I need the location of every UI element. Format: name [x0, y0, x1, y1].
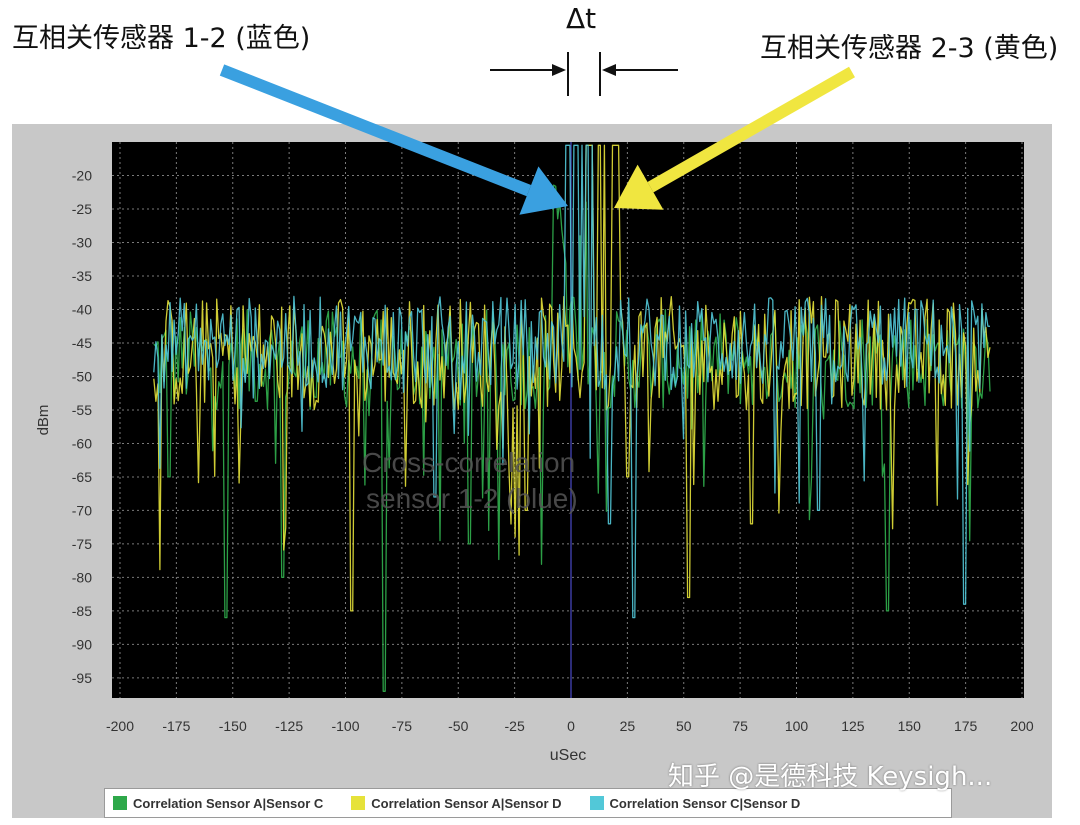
legend-label-a-d: Correlation Sensor A|Sensor D	[371, 795, 562, 811]
y-tick-label: -45	[72, 335, 92, 351]
x-tick-label: -100	[331, 718, 359, 734]
y-tick-label: -20	[72, 167, 92, 183]
y-tick-label: -40	[72, 301, 92, 317]
series-line-3	[153, 144, 991, 619]
y-tick-label: -30	[72, 234, 92, 250]
y-tick-label: -95	[72, 670, 92, 686]
x-axis-label: uSec	[550, 747, 586, 764]
delta-t-marker	[490, 52, 678, 96]
y-ticks: -20 -25 -30 -35 -40 -45 -50 -55 -60 -65 -70 -75 -80 -…	[72, 167, 92, 685]
x-tick-label: 25	[620, 718, 636, 734]
legend: Correlation Sensor A|Sensor C Correlatio…	[104, 788, 952, 818]
x-tick-label: -175	[162, 718, 190, 734]
x-tick-label: 100	[785, 718, 809, 734]
grid	[112, 142, 1024, 698]
legend-item-a-c: Correlation Sensor A|Sensor C	[113, 796, 323, 811]
y-tick-label: -50	[72, 368, 92, 384]
x-tick-label: 125	[841, 718, 865, 734]
y-tick-label: -25	[72, 201, 92, 217]
yellow-arrow	[614, 66, 855, 210]
y-axis-label: dBm	[35, 405, 52, 436]
y-tick-label: -70	[72, 502, 92, 518]
x-tick-label: 150	[898, 718, 922, 734]
x-tick-label: -50	[448, 718, 468, 734]
annotation-sensor-2-3: 互相关传感器 2-3 (黄色)	[760, 33, 1059, 64]
x-tick-label: -150	[219, 718, 247, 734]
overlay-text-line-2: sensor 1-2 (blue)	[366, 483, 578, 514]
y-tick-label: -90	[72, 636, 92, 652]
blue-arrow	[219, 64, 568, 215]
x-tick-label: -125	[275, 718, 303, 734]
x-tick-label: 50	[676, 718, 692, 734]
legend-label-c-d: Correlation Sensor C|Sensor D	[609, 795, 801, 811]
legend-item-c-d: Correlation Sensor C|Sensor D	[589, 795, 801, 811]
overlay-text-line-1: Cross-correlation	[362, 447, 575, 478]
x-tick-label: -75	[392, 718, 412, 734]
plot-area	[112, 142, 1024, 698]
legend-swatch-green	[113, 796, 127, 810]
y-tick-label: -55	[72, 402, 92, 418]
y-tick-label: -65	[72, 469, 92, 485]
y-tick-label: -80	[72, 569, 92, 585]
annotation-delta-t: Δt	[566, 2, 597, 35]
x-tick-label: -200	[106, 718, 134, 734]
legend-swatch-yellow	[351, 796, 366, 810]
x-tick-label: -25	[505, 718, 525, 734]
watermark: 知乎 @是德科技 Keysigh...	[668, 762, 993, 792]
legend-swatch-cyan	[589, 796, 604, 810]
annotation-arrows	[219, 64, 855, 215]
y-tick-label: -35	[72, 268, 92, 284]
annotation-sensor-1-2: 互相关传感器 1-2 (蓝色)	[12, 23, 311, 54]
x-tick-label: 75	[732, 718, 748, 734]
x-tick-label: 0	[567, 718, 575, 734]
x-tick-label: 175	[954, 718, 978, 734]
y-tick-label: -75	[72, 536, 92, 552]
x-tick-label: 200	[1010, 718, 1034, 734]
x-ticks: -200 -175 -150 -125 -100 -75 -50 -25 0 25 50 75 100 1…	[106, 718, 1034, 734]
legend-item-a-d: Correlation Sensor A|Sensor D	[351, 795, 562, 811]
y-tick-label: -85	[72, 603, 92, 619]
y-tick-label: -60	[72, 435, 92, 451]
legend-label-a-c: Correlation Sensor A|Sensor C	[133, 795, 324, 811]
series-layer	[153, 144, 991, 692]
